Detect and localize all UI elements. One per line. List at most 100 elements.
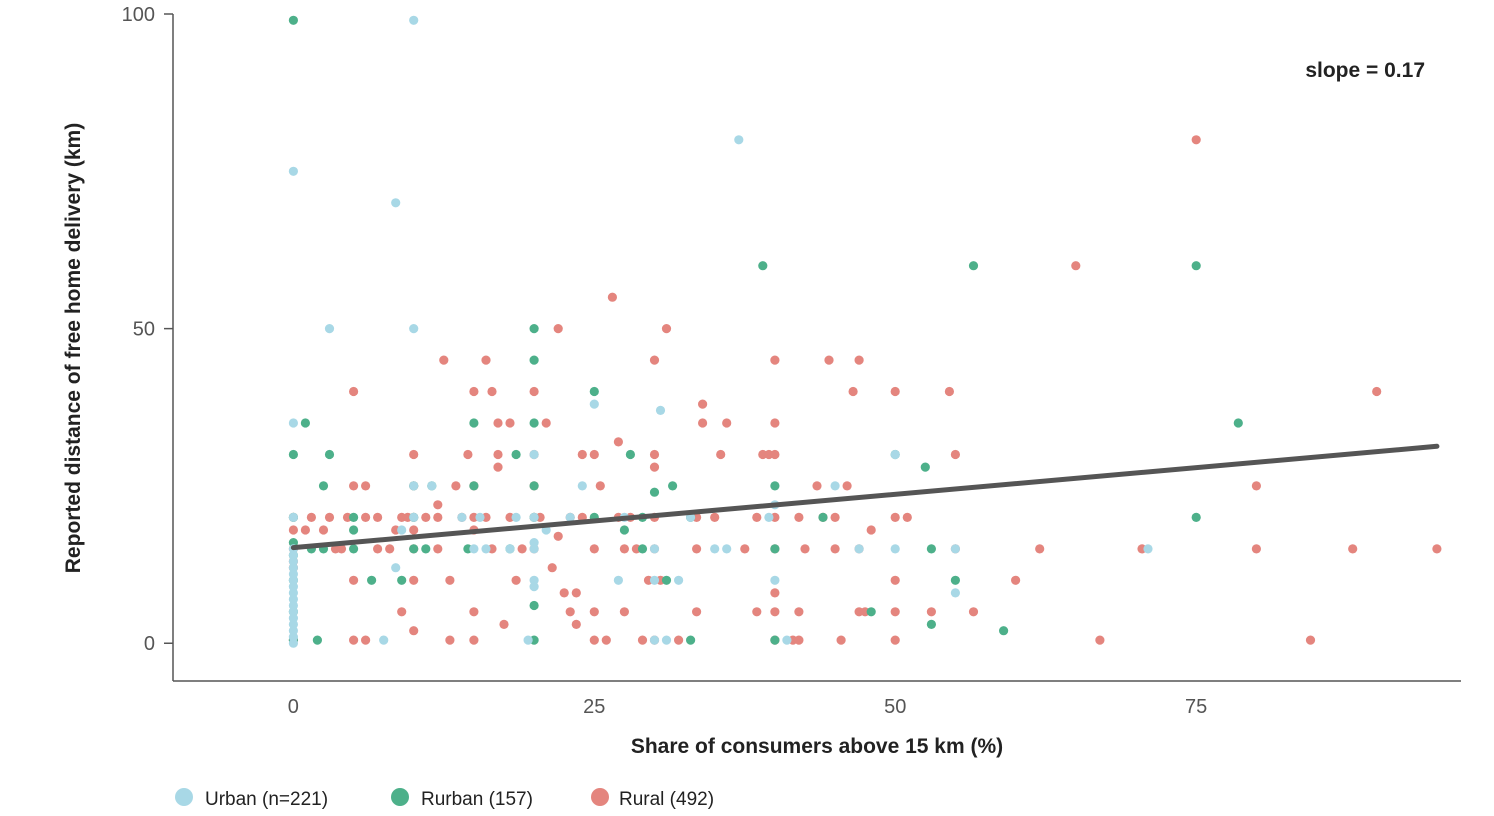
data-point-rural xyxy=(812,481,822,491)
data-point-urban xyxy=(288,575,298,585)
data-point-rurban xyxy=(589,386,599,397)
data-point-rural xyxy=(770,418,780,428)
data-point-rural xyxy=(848,386,858,397)
data-point-rural xyxy=(445,635,455,645)
data-point-rural xyxy=(1191,135,1201,145)
legend-label-urban: Urban (n=221) xyxy=(205,789,328,810)
data-point-rurban xyxy=(920,462,930,472)
data-point-rural xyxy=(950,449,961,460)
data-point-rural xyxy=(433,512,443,523)
data-point-urban xyxy=(481,544,491,554)
data-point-urban xyxy=(288,166,298,176)
data-point-rural xyxy=(288,525,298,535)
data-point-rurban xyxy=(926,619,937,630)
y-axis-title: Reported distance of free home delivery … xyxy=(62,123,85,573)
data-point-rurban xyxy=(968,261,979,271)
y-tick-label: 0 xyxy=(144,633,155,655)
data-point-rural xyxy=(361,512,371,523)
data-point-urban xyxy=(288,619,298,630)
data-point-rural xyxy=(595,481,605,491)
legend-marker-rural xyxy=(591,788,609,806)
data-point-rural xyxy=(349,481,359,491)
data-point-urban xyxy=(649,575,660,585)
axes xyxy=(172,14,1461,682)
data-point-urban xyxy=(288,569,298,579)
data-point-urban xyxy=(661,635,672,645)
data-point-rural xyxy=(589,635,599,645)
data-point-rurban xyxy=(625,449,636,460)
data-point-urban xyxy=(950,544,961,554)
data-point-urban xyxy=(511,512,521,523)
data-point-rurban xyxy=(529,418,539,428)
data-point-rural xyxy=(740,544,750,554)
data-point-rural xyxy=(1372,386,1382,397)
data-point-urban xyxy=(391,198,401,208)
data-point-rurban xyxy=(950,575,961,585)
data-point-urban xyxy=(854,544,864,554)
data-point-urban xyxy=(288,626,298,636)
data-point-rural xyxy=(752,607,762,617)
data-point-urban xyxy=(288,632,298,642)
data-point-rural xyxy=(613,437,624,447)
data-point-rural xyxy=(794,635,804,645)
data-point-urban xyxy=(288,600,298,611)
data-point-rural xyxy=(770,607,780,617)
data-point-rurban xyxy=(529,355,539,365)
x-tick-label: 0 xyxy=(288,696,299,718)
data-point-urban xyxy=(409,481,419,491)
data-point-urban xyxy=(565,512,575,523)
data-point-rurban xyxy=(770,635,780,645)
data-point-rural xyxy=(752,512,762,523)
data-point-rurban xyxy=(288,15,298,25)
data-point-urban xyxy=(288,613,298,623)
data-point-urban xyxy=(529,538,539,548)
x-tick-label: 75 xyxy=(1185,696,1207,718)
y-tick-label: 50 xyxy=(133,319,155,341)
data-point-rural xyxy=(710,512,720,523)
data-point-urban xyxy=(722,544,732,554)
data-point-urban xyxy=(529,582,539,592)
legend-label-rurban: Rurban (157) xyxy=(421,789,533,810)
data-point-rurban xyxy=(511,449,521,460)
data-point-rural xyxy=(1035,544,1045,554)
data-point-urban xyxy=(764,512,774,523)
data-point-rurban xyxy=(1191,261,1201,271)
data-point-rurban xyxy=(1233,418,1243,428)
data-point-rural xyxy=(698,399,708,409)
data-point-rural xyxy=(487,386,497,397)
data-point-urban xyxy=(1143,544,1153,554)
data-point-rurban xyxy=(409,544,419,554)
data-point-rural xyxy=(890,386,900,397)
data-point-urban xyxy=(288,512,298,523)
data-point-urban xyxy=(890,449,900,460)
legend-label-rural: Rural (492) xyxy=(619,789,714,810)
data-point-rurban xyxy=(469,418,479,428)
data-point-rural xyxy=(553,531,563,541)
data-point-urban xyxy=(288,563,298,573)
data-point-rurban xyxy=(529,481,539,491)
data-point-rural xyxy=(890,512,900,523)
data-point-urban xyxy=(577,481,587,491)
data-point-urban xyxy=(288,582,298,592)
x-tick-label: 50 xyxy=(884,696,906,718)
data-point-rurban xyxy=(288,449,298,460)
data-point-rural xyxy=(445,575,455,585)
data-point-rural xyxy=(469,386,479,397)
data-point-rural xyxy=(1348,544,1358,554)
data-point-rurban xyxy=(818,512,828,523)
data-point-rural xyxy=(1071,261,1081,271)
data-point-rural xyxy=(1251,481,1261,491)
data-point-rural xyxy=(481,355,491,365)
data-point-rural xyxy=(511,575,521,585)
data-point-rurban xyxy=(637,544,648,554)
data-point-rural xyxy=(674,635,684,645)
data-point-rural xyxy=(349,386,359,397)
data-point-rural xyxy=(1095,635,1105,645)
data-point-rurban xyxy=(661,575,672,585)
slope-annotation: slope = 0.17 xyxy=(1305,59,1425,82)
data-point-rurban xyxy=(770,544,780,554)
trend-line xyxy=(290,443,1440,551)
data-point-urban xyxy=(950,588,961,598)
data-point-rural xyxy=(409,525,419,535)
